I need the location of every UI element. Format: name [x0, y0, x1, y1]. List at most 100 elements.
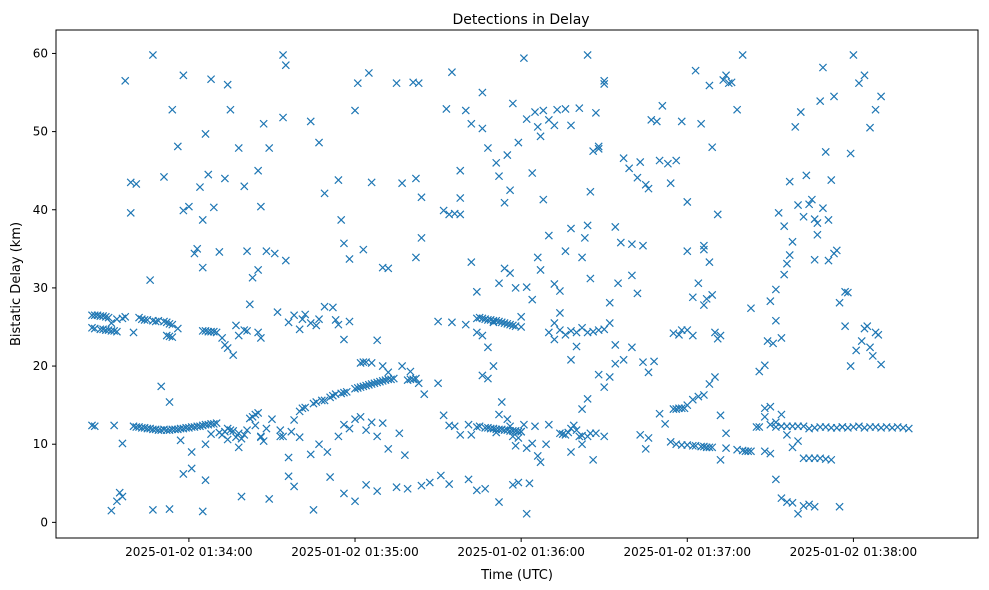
data-point [805, 500, 814, 509]
data-point [832, 246, 841, 255]
data-point [173, 324, 182, 333]
data-point [159, 172, 169, 181]
data-point [644, 184, 653, 193]
data-point [284, 472, 293, 481]
data-point [600, 383, 609, 392]
data-point [533, 253, 542, 262]
data-point [760, 447, 769, 456]
data-point [594, 144, 603, 153]
data-point [708, 290, 717, 299]
data-point [616, 238, 625, 247]
data-point [148, 50, 157, 60]
data-point [281, 256, 290, 265]
data-point [121, 76, 130, 85]
data-point [179, 71, 188, 80]
data-point [583, 394, 592, 403]
data-point [818, 63, 827, 72]
data-point [627, 271, 636, 280]
data-point [439, 411, 448, 420]
data-point [666, 179, 675, 188]
data-point [414, 79, 423, 88]
data-point [472, 328, 481, 337]
y-axis-ticks: 0 10 20 30 40 50 60 [33, 46, 56, 529]
data-point [785, 251, 794, 260]
data-point [746, 447, 755, 456]
data-point [766, 297, 775, 306]
data-point [165, 397, 174, 407]
data-point [467, 258, 476, 267]
data-point [187, 448, 196, 457]
data-point [528, 439, 537, 448]
data-point [841, 322, 850, 331]
data-point [780, 222, 789, 231]
data-point [525, 479, 534, 488]
data-point [536, 265, 545, 274]
data-point [259, 119, 268, 128]
data-point [312, 321, 321, 330]
data-point [539, 195, 548, 204]
data-point [677, 117, 686, 126]
data-point [539, 106, 548, 115]
data-point [705, 81, 714, 90]
data-point [877, 360, 886, 369]
data-point [339, 420, 348, 429]
data-point [528, 295, 537, 304]
data-point [295, 325, 304, 334]
data-point [589, 455, 598, 464]
data-point [636, 430, 645, 439]
data-point [766, 449, 775, 458]
data-point [771, 285, 780, 294]
data-point [207, 75, 216, 84]
data-point [220, 174, 229, 183]
data-point [827, 455, 836, 464]
data-point [351, 497, 360, 506]
data-point [719, 75, 728, 85]
data-point [492, 158, 501, 167]
x-tick-label: 2025-01-02 01:34:00 [125, 545, 252, 559]
data-point [367, 418, 376, 427]
data-point [591, 108, 600, 117]
data-point [317, 396, 326, 405]
data-point [279, 50, 288, 60]
data-point [251, 421, 260, 430]
data-point [688, 331, 697, 340]
data-point [464, 420, 473, 429]
data-point [447, 68, 456, 77]
data-point [151, 317, 160, 326]
data-point [677, 404, 686, 413]
y-tick-label: 50 [33, 125, 48, 139]
data-point [436, 471, 445, 480]
data-point [406, 367, 415, 376]
data-point [583, 221, 592, 230]
data-point [586, 187, 595, 196]
data-point [528, 168, 537, 178]
data-point [810, 215, 819, 224]
data-point [472, 287, 481, 296]
data-point [904, 424, 913, 433]
data-point [386, 375, 396, 384]
data-point [824, 215, 833, 224]
data-point [395, 429, 404, 438]
data-point [766, 420, 775, 429]
data-point [481, 484, 490, 493]
data-point [179, 469, 188, 478]
data-point [229, 426, 238, 435]
data-point [514, 138, 523, 147]
data-point [456, 166, 465, 175]
data-point [420, 390, 429, 399]
data-point [168, 333, 177, 342]
data-point [542, 440, 551, 449]
data-point [315, 315, 324, 324]
data-point [273, 308, 282, 317]
data-point [494, 410, 504, 419]
data-point [373, 487, 382, 496]
data-point [688, 395, 697, 404]
data-point [508, 321, 517, 330]
data-point [323, 448, 332, 457]
data-point [805, 200, 814, 209]
data-point [627, 240, 636, 249]
data-point [813, 219, 822, 228]
data-point [514, 478, 523, 487]
data-point [636, 158, 645, 167]
